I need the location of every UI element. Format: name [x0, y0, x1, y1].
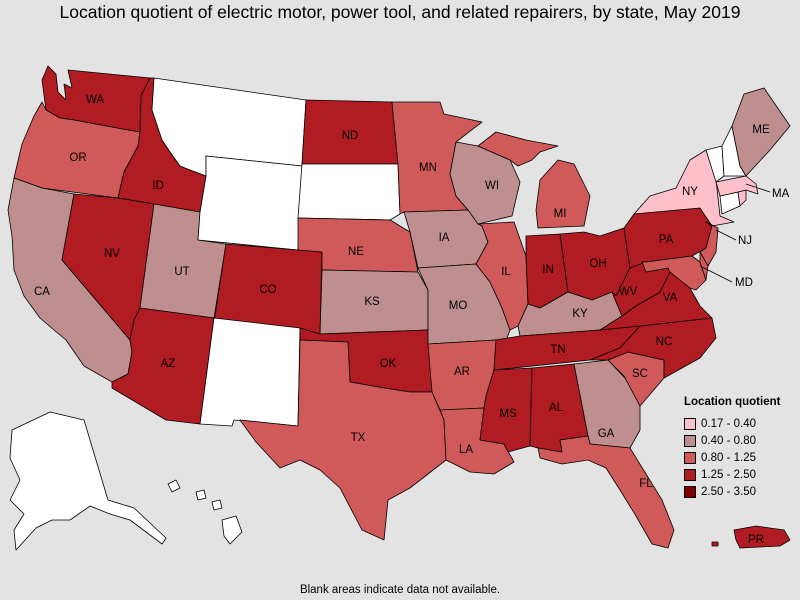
state-label-sc: SC — [632, 368, 648, 380]
state-label-ia: IA — [439, 232, 450, 244]
legend-swatch — [684, 468, 696, 481]
state-label-ar: AR — [454, 366, 470, 378]
state-tx[interactable] — [239, 339, 447, 541]
state-label-md: MD — [735, 277, 753, 289]
state-label-ma: MA — [772, 188, 790, 200]
state-nm[interactable] — [199, 317, 301, 427]
legend-item: 0.80 - 1.25 — [684, 449, 794, 466]
state-label-ne: NE — [348, 246, 364, 258]
state-label-wv: WV — [619, 286, 638, 298]
state-label-ks: KS — [364, 296, 380, 308]
state-label-az: AZ — [161, 358, 176, 370]
legend-item: 1.25 - 2.50 — [684, 466, 794, 483]
legend-label: 0.17 - 0.40 — [701, 417, 756, 430]
nj-leader-line — [715, 229, 737, 241]
state-label-wa: WA — [86, 94, 104, 106]
state-pr[interactable] — [711, 525, 791, 549]
state-label-ut: UT — [174, 266, 189, 278]
legend-title: Location quotient — [684, 396, 781, 408]
state-label-nj: NJ — [738, 235, 752, 247]
state-label-fl: FL — [639, 478, 653, 490]
state-label-ny: NY — [682, 186, 698, 198]
state-md[interactable] — [641, 255, 707, 291]
state-il[interactable] — [475, 221, 529, 331]
legend-item: 0.17 - 0.40 — [684, 415, 794, 432]
state-label-mn: MN — [419, 162, 437, 174]
legend-label: 2.50 - 3.50 — [701, 485, 756, 498]
legend-swatch — [684, 451, 696, 464]
state-label-ms: MS — [499, 408, 517, 420]
state-label-nd: ND — [342, 130, 359, 142]
state-wy[interactable] — [197, 155, 303, 251]
state-label-nc: NC — [656, 336, 673, 348]
state-ak[interactable] — [9, 411, 167, 551]
state-label-tn: TN — [550, 344, 565, 356]
state-nc[interactable] — [589, 317, 717, 379]
state-label-ok: OK — [380, 358, 397, 370]
legend: Location quotient 0.17 - 0.40 0.40 - 0.80… — [684, 396, 794, 500]
state-label-tx: TX — [351, 432, 366, 444]
legend-item: 2.50 - 3.50 — [684, 483, 794, 500]
legend-item: 0.40 - 0.80 — [684, 432, 794, 449]
state-hi[interactable] — [167, 479, 243, 545]
legend-swatch — [684, 434, 696, 447]
legend-label: 0.40 - 0.80 — [701, 434, 756, 447]
state-label-nv: NV — [104, 248, 120, 260]
legend-label: 0.80 - 1.25 — [701, 451, 756, 464]
state-label-mo: MO — [449, 300, 468, 312]
state-label-wi: WI — [485, 180, 499, 192]
state-me[interactable] — [731, 87, 791, 177]
state-label-id: ID — [152, 180, 164, 192]
legend-label: 1.25 - 2.50 — [701, 468, 756, 481]
state-label-al: AL — [549, 402, 564, 414]
state-label-me: ME — [752, 124, 770, 136]
state-label-pa: PA — [659, 234, 674, 246]
state-label-oh: OH — [589, 258, 606, 270]
state-label-or: OR — [69, 152, 86, 164]
state-label-in: IN — [542, 264, 554, 276]
map-title: Location quotient of electric motor, pow… — [59, 2, 741, 22]
legend-swatch — [684, 417, 696, 430]
state-label-ky: KY — [572, 308, 588, 320]
state-label-pr: PR — [748, 534, 764, 546]
ma-leader-line — [745, 183, 771, 193]
state-mi[interactable] — [477, 131, 591, 229]
state-fl[interactable] — [537, 435, 675, 549]
state-label-co: CO — [259, 284, 276, 296]
state-label-va: VA — [663, 292, 678, 304]
state-label-la: LA — [459, 444, 473, 456]
legend-swatch — [684, 485, 696, 498]
state-sd[interactable] — [297, 163, 401, 221]
state-label-mi: MI — [554, 208, 567, 220]
md-leader-line — [699, 265, 733, 283]
legend-items: 0.17 - 0.40 0.40 - 0.80 0.80 - 1.25 1.25 - … — [684, 415, 794, 500]
state-de[interactable] — [699, 251, 709, 281]
state-label-ga: GA — [598, 428, 615, 440]
state-label-il: IL — [501, 266, 511, 278]
state-ma[interactable] — [715, 175, 759, 197]
footnote: Blank areas indicate data not available. — [299, 584, 501, 596]
state-label-ca: CA — [34, 286, 50, 298]
